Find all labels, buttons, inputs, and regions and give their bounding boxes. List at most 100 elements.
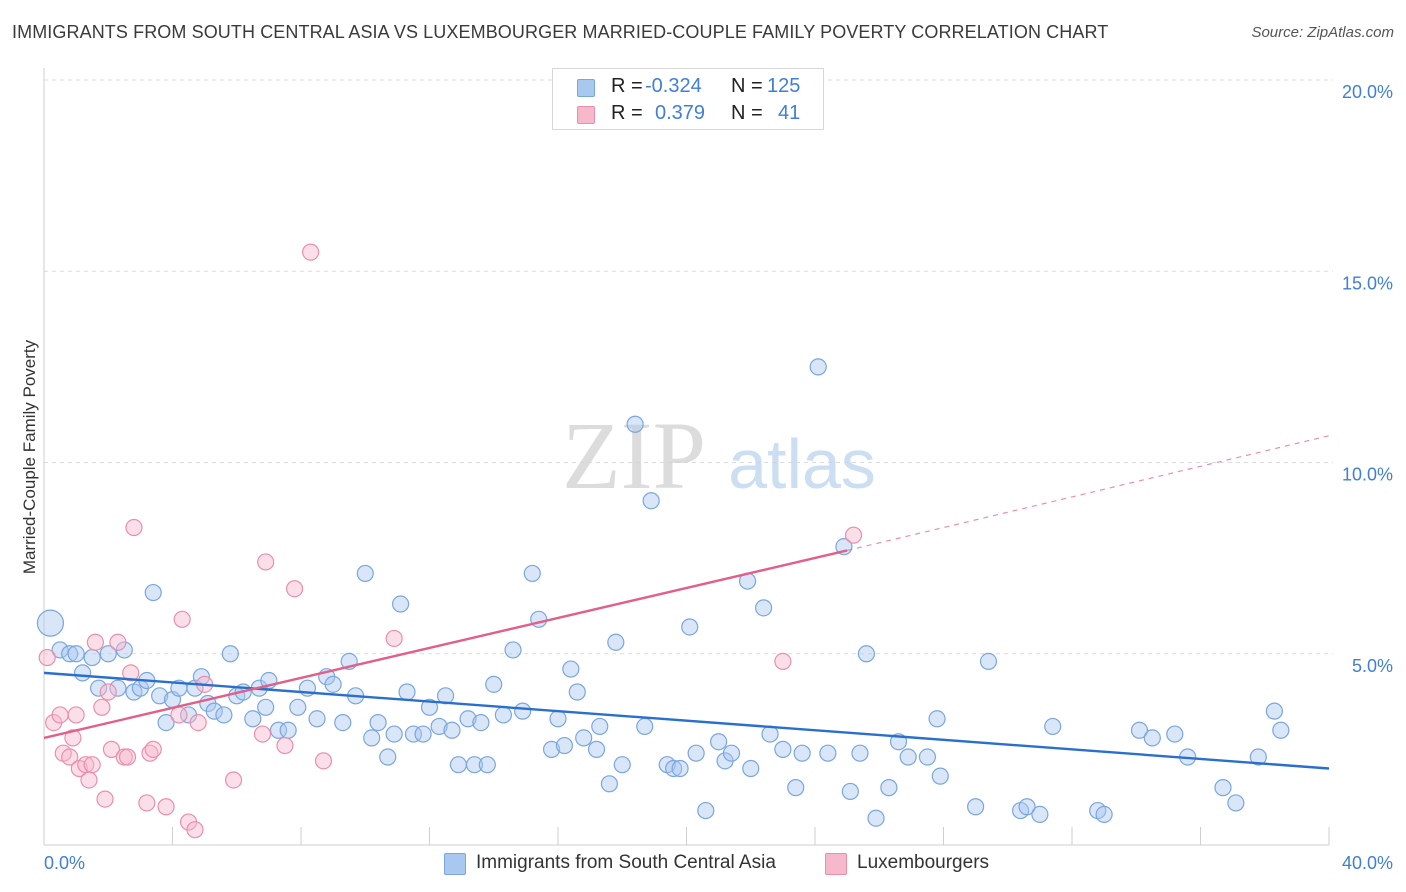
data-point [93,698,111,716]
data-point [819,744,837,762]
data-point [90,679,108,697]
data-point [369,713,387,732]
r-value: -0.324 [645,75,702,97]
data-point [671,759,689,778]
data-point [391,595,410,613]
legend-swatch-blue [444,853,466,875]
stats-legend-row-blue: R = -0.324 N = 125 [553,75,825,101]
data-point [102,740,121,758]
data-point [568,683,586,701]
n-label: N = [731,75,763,97]
r-value: 0.379 [655,102,706,124]
data-point [1143,729,1161,747]
data-point [459,710,477,728]
data-point [697,801,715,820]
data-point [523,564,541,583]
data-point [109,679,127,697]
data-point [549,710,567,728]
data-point [591,717,609,736]
data-points [36,243,1290,839]
data-point [449,756,468,774]
data-point [363,729,381,747]
data-point [880,779,898,797]
data-point [485,675,503,693]
data-point [385,629,403,648]
data-point [626,415,644,433]
data-point [979,652,998,671]
data-point [276,736,294,755]
data-point [157,713,175,732]
y-tick-label: 5.0% [1352,656,1393,676]
data-point [587,740,606,758]
data-point [542,740,561,758]
data-point [555,736,574,755]
blue-swatch [577,79,595,97]
data-point [118,748,137,766]
data-point [67,645,85,663]
data-point [122,664,140,682]
data-point [918,748,937,766]
data-point [754,599,773,617]
pink-swatch [577,106,595,124]
data-point [244,710,262,728]
data-point [1272,721,1290,739]
data-point [420,698,439,716]
data-point [324,675,342,693]
data-point [1166,725,1184,743]
data-point [73,664,92,682]
stats-legend-row-pink: R = 0.379 N = 41 [553,102,825,128]
data-point [414,725,432,743]
stats-legend: R = -0.324 N = 125 R = 0.379 N = 41 [552,68,824,130]
data-point [928,710,946,728]
data-point [472,713,490,732]
series-luxembourgers-points [38,243,863,839]
data-point [224,771,243,789]
data-point [793,744,811,762]
tick-labels: 5.0% 10.0% 15.0% 20.0% 0.0% 40.0% [44,82,1393,873]
watermark-zip: ZIP [562,402,706,509]
data-point [186,821,204,839]
data-point [742,759,760,778]
data-point [109,633,127,651]
data-point [613,756,631,774]
data-point [1227,794,1245,812]
data-point [51,706,69,724]
data-point [269,721,288,739]
data-point [221,645,239,663]
data-point [279,721,297,739]
data-point [774,740,792,758]
data-point [67,706,85,724]
data-point [61,645,79,663]
trend-line-immigrants [43,671,1330,770]
series-legend: Immigrants from South Central Asia Luxem… [0,850,1406,880]
data-point [443,721,461,739]
watermark: ZIP atlas [562,402,876,509]
data-point [189,713,207,732]
data-point [398,683,416,701]
grid-lines [44,79,1333,655]
data-point [404,725,423,743]
data-point [144,740,162,758]
legend-label: Luxembourgers [857,852,990,873]
r-label: R = [611,75,643,97]
legend-label: Immigrants from South Central Asia [476,852,776,873]
data-point [205,702,223,720]
legend-swatch-pink [825,853,847,875]
trend-line-luxembourgers [43,549,848,740]
x-tick-label-max: 40.0% [1342,853,1393,873]
watermark-atlas: atlas [728,425,876,503]
data-point [356,564,374,583]
data-point [1095,805,1113,824]
data-point [465,756,484,774]
data-point [722,744,741,762]
data-point [385,725,403,743]
data-point [314,752,333,770]
data-point [257,698,275,716]
data-point [787,779,805,797]
data-point [844,526,863,544]
data-point [1044,717,1062,736]
data-point [642,492,660,510]
data-point [253,725,272,743]
n-value: 125 [767,75,801,97]
